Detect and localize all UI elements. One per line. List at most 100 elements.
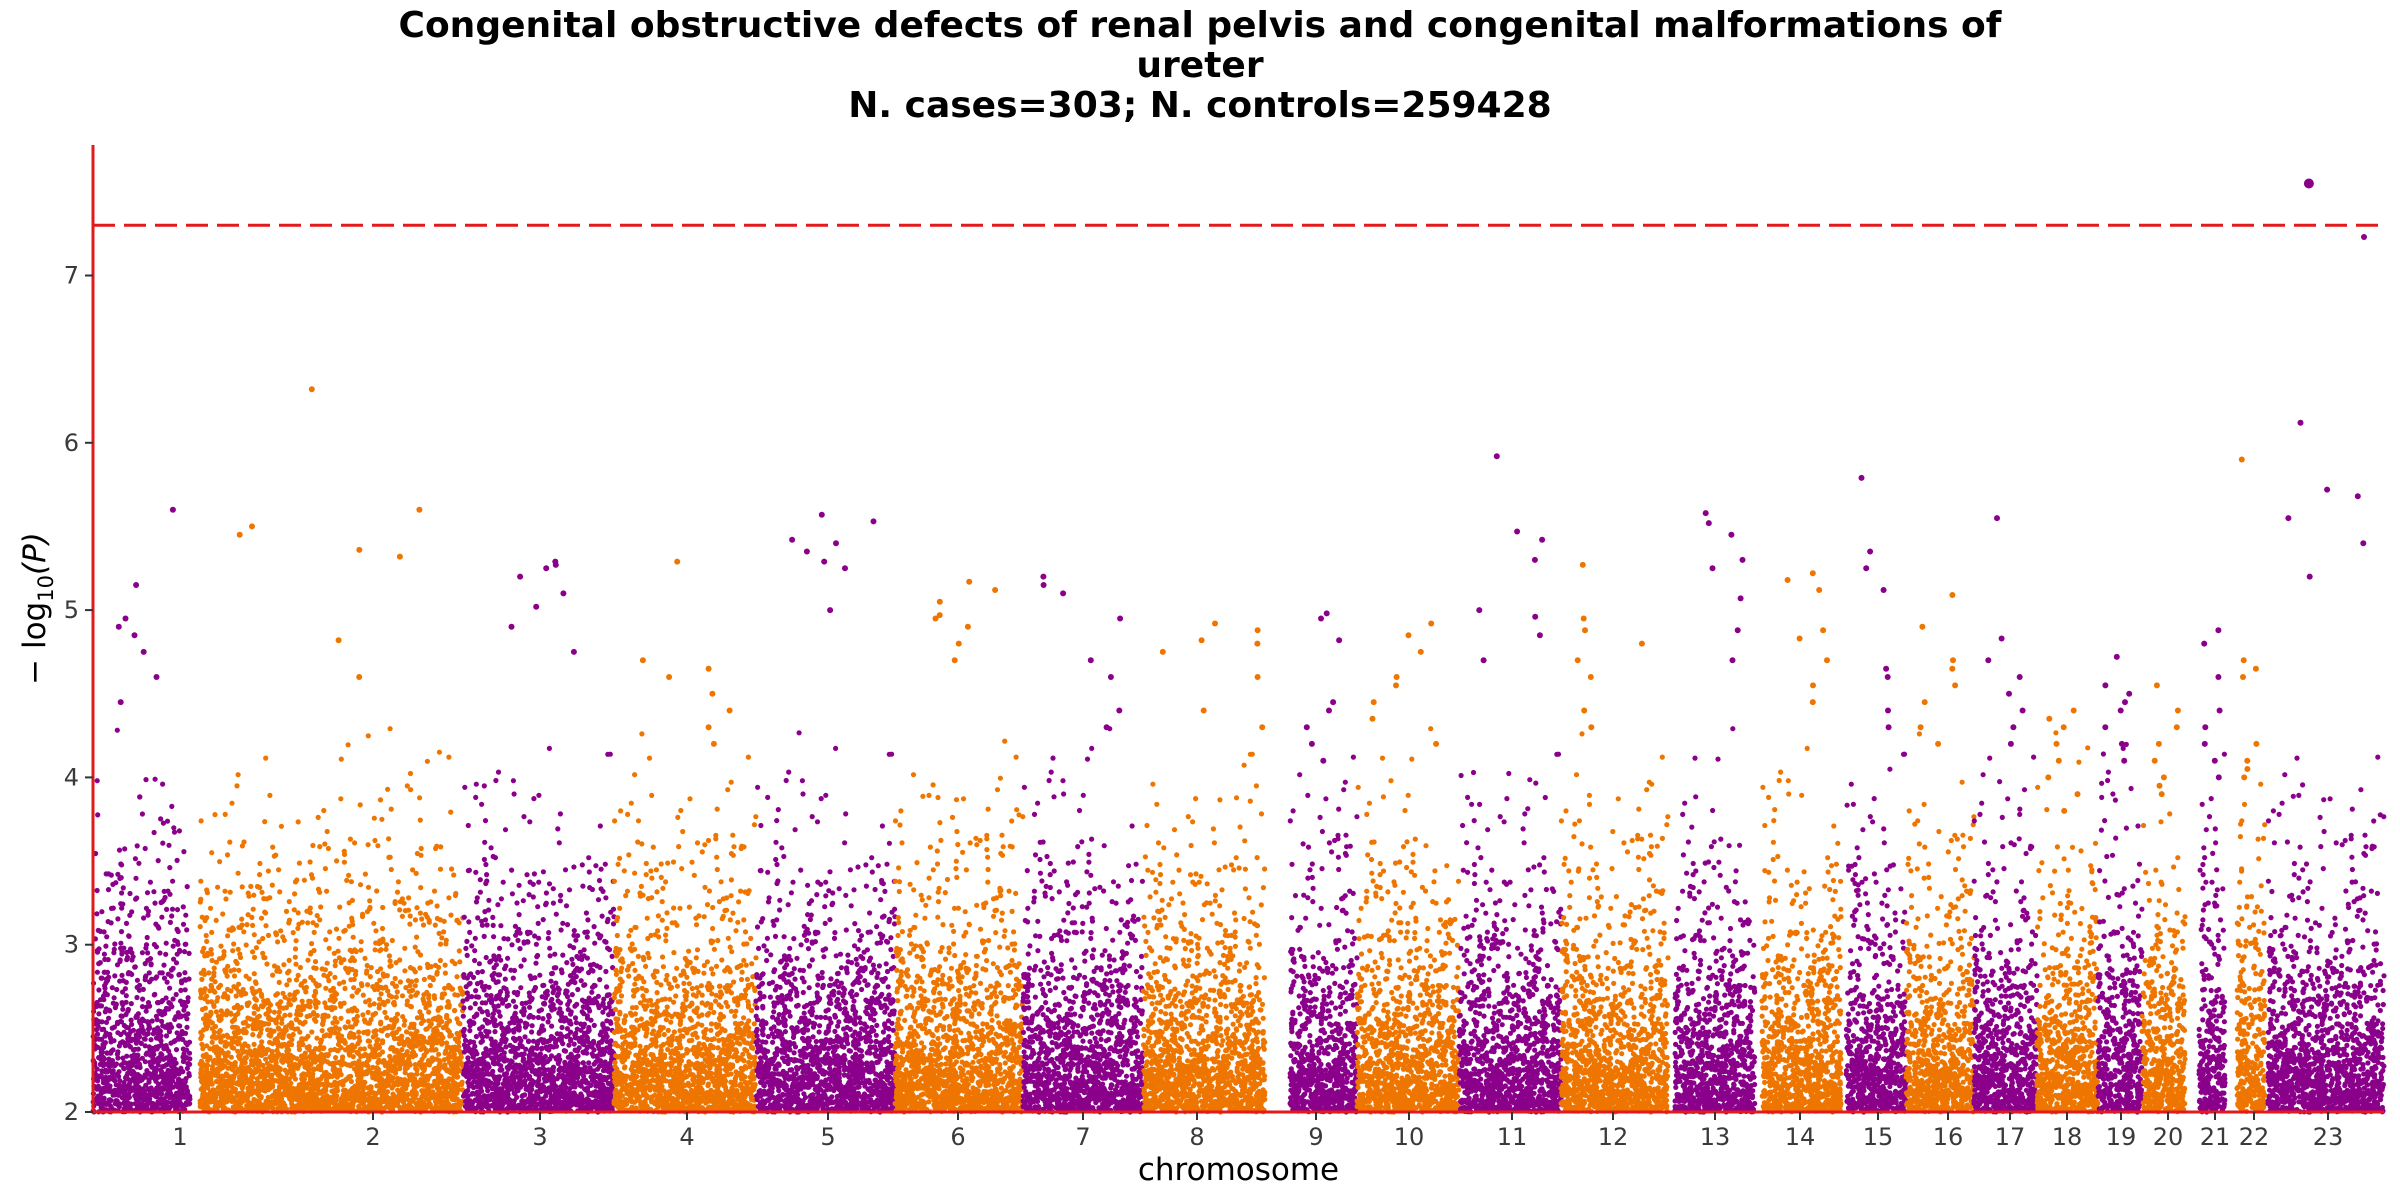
data-point <box>585 929 590 934</box>
data-point <box>422 977 427 982</box>
data-point <box>430 1071 435 1076</box>
data-point <box>377 1071 382 1076</box>
data-point <box>168 1077 173 1082</box>
data-point <box>115 872 120 877</box>
data-point <box>408 771 413 776</box>
data-point <box>359 939 364 944</box>
data-point <box>141 1106 146 1111</box>
data-point <box>102 952 107 957</box>
data-point <box>364 1069 369 1074</box>
data-point <box>610 954 615 959</box>
data-point <box>176 1100 181 1105</box>
data-point <box>494 962 499 967</box>
data-point <box>241 1028 246 1033</box>
data-point <box>551 886 556 891</box>
data-point <box>210 1040 215 1045</box>
data-point <box>249 1092 254 1097</box>
data-point <box>181 849 186 854</box>
data-point <box>218 983 223 988</box>
data-point <box>424 1039 429 1044</box>
data-point <box>257 1094 262 1099</box>
data-point <box>437 750 442 755</box>
data-point <box>281 962 286 967</box>
data-point <box>211 970 216 975</box>
data-point <box>257 872 262 877</box>
data-point <box>139 1089 144 1094</box>
data-point <box>438 958 443 963</box>
data-point <box>392 1020 397 1025</box>
data-point <box>299 1039 304 1044</box>
data-point <box>455 1039 460 1044</box>
data-point <box>104 871 109 876</box>
data-point <box>375 987 380 992</box>
data-point <box>374 1065 379 1070</box>
data-point <box>574 1020 579 1025</box>
data-point <box>315 984 320 989</box>
data-point <box>301 1007 306 1012</box>
data-point <box>457 1021 462 1026</box>
data-point <box>465 990 470 995</box>
data-point <box>477 1026 482 1031</box>
data-point <box>548 953 553 958</box>
data-point <box>284 982 289 987</box>
data-point <box>558 811 563 816</box>
data-point <box>177 1023 182 1028</box>
data-point <box>415 851 420 856</box>
data-point <box>124 1054 129 1059</box>
data-point <box>235 1069 240 1074</box>
data-point <box>143 1043 148 1048</box>
data-point <box>387 964 392 969</box>
data-point <box>455 1066 460 1071</box>
data-point <box>361 993 366 998</box>
data-point <box>259 916 264 921</box>
data-point <box>115 728 120 733</box>
data-point <box>484 1034 489 1039</box>
data-point <box>380 905 385 910</box>
data-point <box>134 995 139 1000</box>
data-point <box>120 1014 125 1019</box>
data-point <box>148 880 153 885</box>
data-point <box>280 1053 285 1058</box>
data-point <box>117 979 122 984</box>
data-point <box>212 990 217 995</box>
data-point <box>231 984 236 989</box>
data-point <box>433 1099 438 1104</box>
data-point <box>402 1061 407 1066</box>
data-point <box>176 972 181 977</box>
data-point <box>402 968 407 973</box>
data-point <box>219 1039 224 1044</box>
data-point <box>186 1071 191 1076</box>
data-point <box>560 953 565 958</box>
data-point <box>303 1051 308 1056</box>
data-point <box>425 915 430 920</box>
data-point <box>282 938 287 943</box>
data-point <box>365 982 370 987</box>
data-point <box>447 1029 452 1034</box>
data-point <box>324 1032 329 1037</box>
data-point <box>405 998 410 1003</box>
top-hit-point-chr2 <box>356 674 362 680</box>
data-point <box>593 863 598 868</box>
data-point <box>446 985 451 990</box>
data-point <box>337 905 342 910</box>
data-point <box>305 1085 310 1090</box>
data-point <box>393 899 398 904</box>
data-point <box>378 966 383 971</box>
data-point <box>348 1024 353 1029</box>
data-point <box>268 1002 273 1007</box>
data-point <box>548 979 553 984</box>
data-point <box>300 999 305 1004</box>
data-point <box>338 796 343 801</box>
data-point <box>224 1058 229 1063</box>
data-point <box>312 1017 317 1022</box>
data-point <box>153 1077 158 1082</box>
data-point <box>120 1095 125 1100</box>
data-point <box>363 1062 368 1067</box>
top-hit-point-chr2 <box>397 554 403 560</box>
data-point <box>316 1098 321 1103</box>
data-point <box>367 998 372 1003</box>
data-point <box>323 937 328 942</box>
data-point <box>443 1051 448 1056</box>
data-point <box>254 1069 259 1074</box>
data-point <box>249 915 254 920</box>
